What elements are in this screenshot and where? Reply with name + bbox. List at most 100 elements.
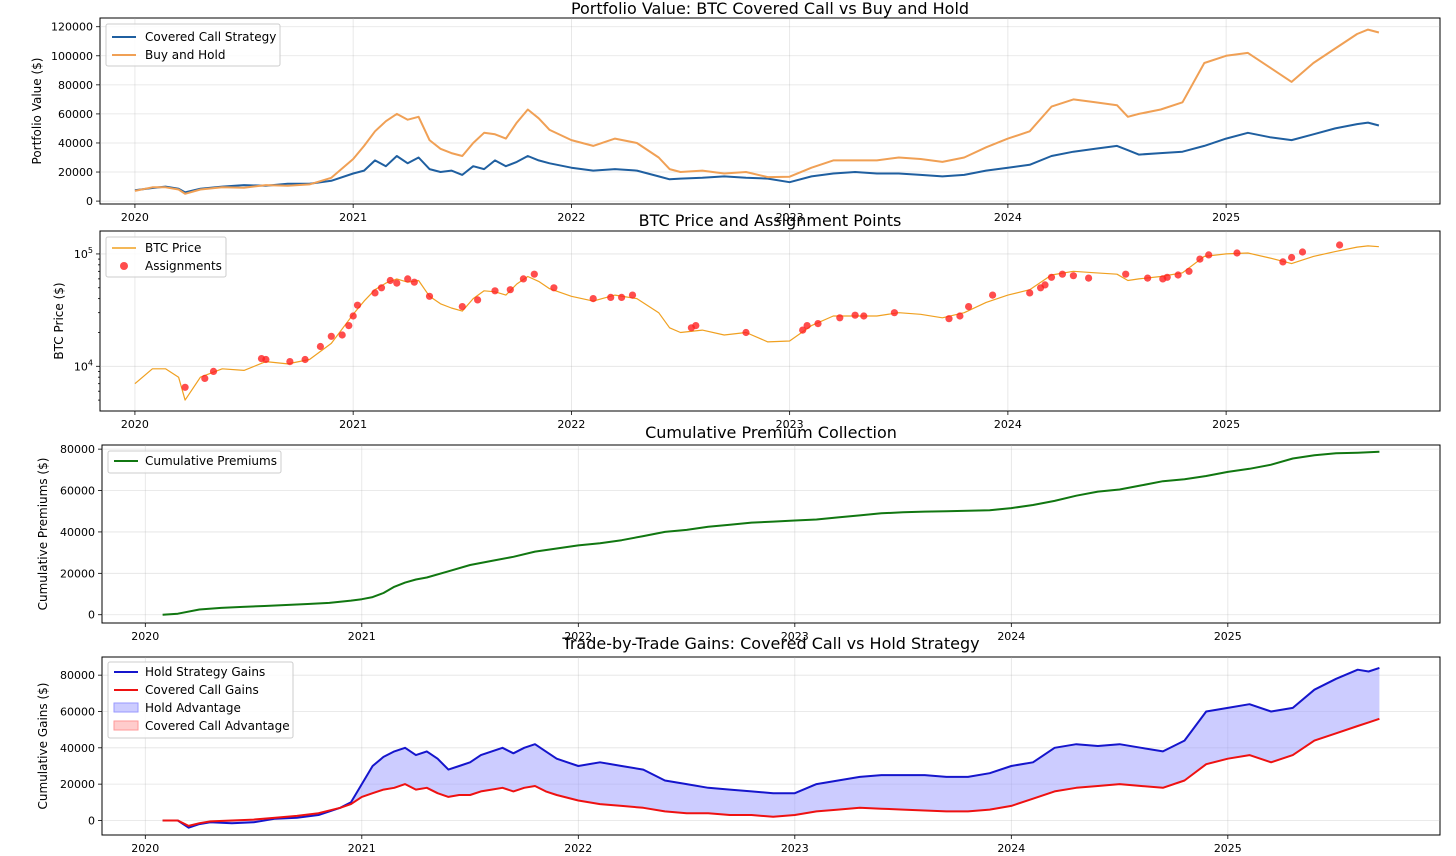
panel-portfolio-value: Portfolio Value: BTC Covered Call vs Buy… <box>30 0 1441 224</box>
assignment-point <box>1298 248 1307 256</box>
series-line-covered-call-gains <box>162 717 1380 827</box>
assignment-point <box>286 358 294 366</box>
x-tick-label: 2021 <box>339 418 367 431</box>
y-tick-label: 0 <box>88 814 95 827</box>
assignment-point <box>458 303 466 311</box>
y-tick-label: 80000 <box>60 443 95 456</box>
y-tick-label: 80000 <box>58 79 93 92</box>
assignment-point <box>201 374 209 382</box>
assignment-point <box>1185 267 1193 275</box>
assignment-point <box>607 293 615 301</box>
assignment-point <box>589 295 597 303</box>
assignment-point <box>386 276 394 285</box>
assignment-point <box>628 291 637 299</box>
legend-label-covered-call-gains: Covered Call Gains <box>145 683 259 697</box>
assignment-point <box>425 292 434 300</box>
y-tick-label: 20000 <box>60 567 95 580</box>
assignment-point <box>209 367 218 375</box>
y-tick-label: 0 <box>88 609 95 622</box>
y-tick-label: 40000 <box>60 742 95 755</box>
assignment-point <box>316 342 324 351</box>
assignment-point <box>965 303 973 311</box>
x-tick-label: 2024 <box>997 842 1025 855</box>
assignment-point <box>1058 270 1066 278</box>
x-tick-label: 2023 <box>776 418 804 431</box>
assignment-point <box>1336 241 1344 249</box>
assignment-point <box>371 289 379 297</box>
legend-swatch-assignments <box>120 262 128 270</box>
x-tick-label: 2020 <box>121 211 149 224</box>
legend-label-hold-gains: Hold Strategy Gains <box>145 665 265 679</box>
x-tick-label: 2024 <box>994 418 1022 431</box>
assignment-point <box>1041 281 1049 289</box>
assignment-point <box>1026 289 1034 297</box>
assignment-point <box>945 315 953 323</box>
y-axis-label: Cumulative Gains ($) <box>36 683 50 810</box>
panel-title: BTC Price and Assignment Points <box>639 211 902 230</box>
y-tick-label: 120000 <box>51 21 93 34</box>
y-tick-label: 80000 <box>60 669 95 682</box>
x-tick-label: 2021 <box>339 211 367 224</box>
panel-cumulative-premiums: Cumulative Premium Collection Cumulative… <box>36 423 1441 643</box>
y-tick-label: 20000 <box>58 166 93 179</box>
legend: Cumulative Premiums <box>107 450 282 474</box>
assignment-point <box>474 296 482 304</box>
x-tick-label: 2023 <box>776 211 804 224</box>
y-tick-label: 20000 <box>60 778 95 791</box>
y-tick-label: 60000 <box>60 705 95 718</box>
assignment-point <box>377 284 386 292</box>
y-tick-label: 60000 <box>58 108 93 121</box>
assignment-point <box>262 355 270 364</box>
assignment-point <box>1288 253 1296 262</box>
panel-title: Trade-by-Trade Gains: Covered Call vs Ho… <box>561 634 979 653</box>
y-axis-label: Portfolio Value ($) <box>30 58 44 165</box>
legend: Hold Strategy Gains Covered Call Gains H… <box>107 661 294 739</box>
assignment-point <box>506 286 514 294</box>
assignment-point <box>1205 251 1213 259</box>
assignment-point <box>181 383 189 391</box>
assignment-point <box>349 312 357 320</box>
x-tick-label: 2021 <box>348 630 376 643</box>
x-tick-label: 2025 <box>1212 418 1240 431</box>
assignment-point <box>1085 274 1093 282</box>
panel-title: Portfolio Value: BTC Covered Call vs Buy… <box>571 0 969 18</box>
x-tick-label: 2020 <box>131 630 159 643</box>
assignment-point <box>530 270 538 278</box>
x-tick-label: 2022 <box>564 842 592 855</box>
assignment-point <box>836 314 844 322</box>
assignment-point <box>327 332 335 340</box>
assignment-point <box>1233 249 1241 257</box>
assignment-point <box>851 311 859 319</box>
assignment-point <box>890 309 899 317</box>
y-axis-label: Cumulative Premiums ($) <box>36 458 50 611</box>
assignment-point <box>301 355 309 364</box>
x-tick-label: 2023 <box>781 630 809 643</box>
x-tick-label: 2022 <box>557 418 585 431</box>
assignment-point <box>519 275 528 283</box>
assignment-point <box>1122 270 1130 278</box>
x-tick-label: 2024 <box>994 211 1022 224</box>
assignment-point <box>353 301 362 309</box>
assignment-point <box>410 278 418 286</box>
x-tick-label: 2020 <box>121 418 149 431</box>
assignment-point <box>1163 273 1171 281</box>
legend-label-hold-advantage: Hold Advantage <box>145 701 241 715</box>
series-line-btc-price <box>134 245 1379 401</box>
y-axis-label: BTC Price ($) <box>52 282 66 359</box>
x-tick-label: 2021 <box>348 842 376 855</box>
legend-label-covered-call: Covered Call Strategy <box>145 30 276 44</box>
legend-swatch-covered-call-advantage <box>113 720 139 731</box>
assignment-point <box>338 331 346 339</box>
x-tick-label: 2025 <box>1214 842 1242 855</box>
legend: Covered Call Strategy Buy and Hold <box>105 23 281 67</box>
assignment-point <box>956 312 964 320</box>
x-tick-label: 2024 <box>997 630 1025 643</box>
assignment-point <box>618 293 626 301</box>
assignment-point <box>393 279 401 287</box>
assignment-point <box>742 328 750 337</box>
assignment-point <box>860 312 868 320</box>
assignment-point <box>799 326 807 334</box>
x-tick-label: 2022 <box>557 211 585 224</box>
legend-label-covered-call-advantage: Covered Call Advantage <box>145 719 290 733</box>
